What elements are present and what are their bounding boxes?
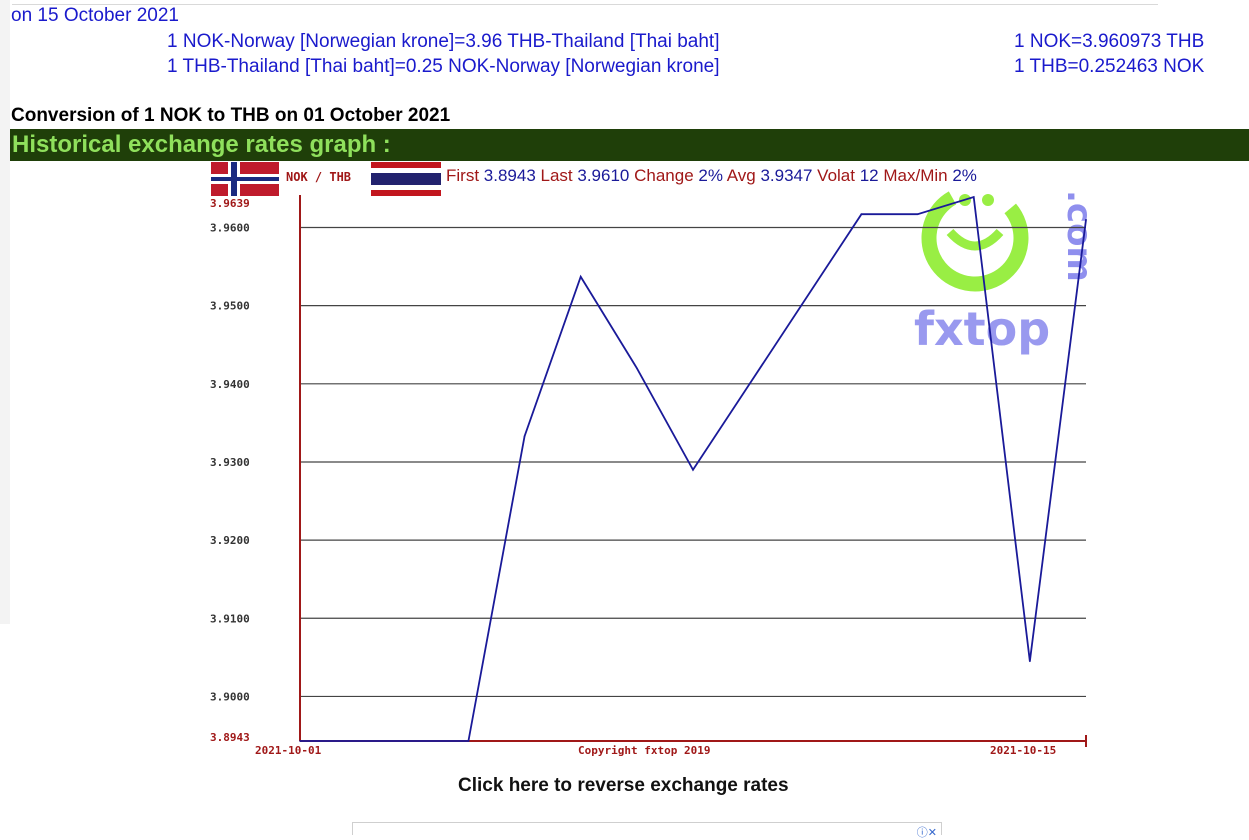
stat-label: Max/Min [879, 166, 953, 185]
rate-nok-thb-short: 1 NOK=3.960973 THB [1014, 31, 1205, 52]
y-min-label: 3.8943 [210, 731, 250, 744]
stat-label: Avg [723, 166, 761, 185]
y-tick-label: 3.9400 [210, 378, 250, 391]
bottom-embed-frame: ⓘ✕ [352, 822, 942, 839]
stat-label: Volat [812, 166, 859, 185]
pair-label: NOK / THB [286, 170, 351, 184]
y-tick-label: 3.9000 [210, 690, 250, 703]
data-point [523, 435, 526, 437]
exchange-rate-chart[interactable]: NOK / THB First 3.8943 Last 3.9610 Chang… [200, 160, 1100, 765]
y-tick-label: 3.9200 [210, 534, 250, 547]
conversion-heading: Conversion of 1 NOK to THB on 01 October… [11, 105, 451, 126]
y-max-label: 3.9639 [210, 197, 250, 210]
data-point [916, 213, 919, 215]
data-point [972, 196, 975, 198]
fxtop-logo: fxtop .com [914, 184, 1099, 356]
reverse-rates-link[interactable]: Click here to reverse exchange rates [458, 775, 789, 796]
stat-label: Change [629, 166, 698, 185]
top-divider [12, 4, 1158, 5]
stat-value: 3.8943 [484, 166, 536, 185]
data-point [579, 275, 582, 278]
stat-label: First [446, 166, 484, 185]
stat-value: 2% [952, 166, 977, 185]
rate-nok-thb-long[interactable]: 1 NOK-Norway [Norwegian krone]=3.96 THB-… [167, 31, 720, 52]
x-end-label: 2021-10-15 [990, 744, 1056, 757]
stats-text: First 3.8943 Last 3.9610 Change 2% Avg 3… [446, 166, 977, 185]
thailand-flag-icon [371, 162, 441, 196]
y-tick-label: 3.9300 [210, 456, 250, 469]
y-tick-label: 3.9600 [210, 221, 250, 234]
data-point [299, 740, 301, 742]
stat-value: 3.9347 [760, 166, 812, 185]
section-title: Historical exchange rates graph : [12, 131, 391, 158]
fxtop-logo-vertical: .com [1059, 190, 1099, 282]
data-point [1085, 218, 1087, 221]
left-panel-background [0, 0, 10, 624]
stat-value: 12 [860, 166, 879, 185]
data-point [636, 367, 638, 369]
fxtop-logo-text: fxtop [914, 302, 1050, 356]
y-tick-label: 3.9500 [210, 300, 250, 313]
data-point [860, 213, 863, 215]
stat-value: 3.9610 [577, 166, 629, 185]
grid-lines [300, 226, 1086, 698]
info-close-icon[interactable]: ⓘ✕ [916, 827, 937, 839]
section-banner: Historical exchange rates graph : [10, 129, 1249, 161]
data-point [692, 468, 694, 471]
chart-copyright: Copyright fxtop 2019 [578, 744, 710, 757]
rate-thb-nok-short: 1 THB=0.252463 NOK [1014, 56, 1205, 77]
stat-value: 2% [698, 166, 723, 185]
y-axis-labels: 3.9600 3.9500 3.9400 3.9300 3.9200 3.9100 3.90… [210, 221, 250, 703]
x-start-label: 2021-10-01 [255, 744, 322, 757]
conversion-date: on 15 October 2021 [11, 5, 179, 26]
rate-thb-nok-long[interactable]: 1 THB-Thailand [Thai baht]=0.25 NOK-Norw… [167, 56, 720, 77]
stats-row: First 3.8943 Last 3.9610 Change 2% Avg 3… [446, 166, 977, 185]
data-series-nok-thb [299, 195, 1087, 742]
data-point [467, 740, 470, 742]
data-point [1029, 660, 1031, 663]
norway-flag-icon [211, 162, 279, 196]
y-tick-label: 3.9100 [210, 612, 250, 625]
stat-label: Last [536, 166, 578, 185]
